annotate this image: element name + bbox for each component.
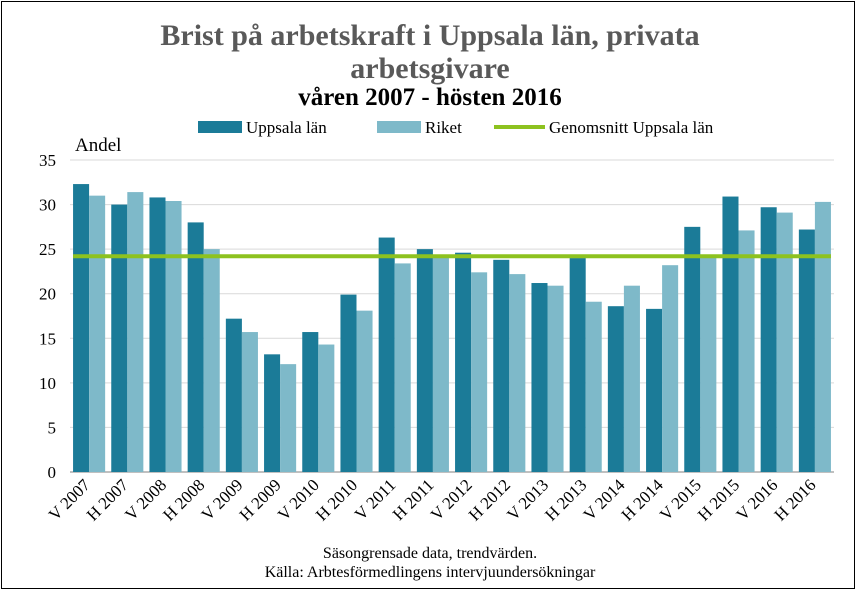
- legend-swatch-riket: [377, 121, 421, 133]
- bar-uppsala: [111, 204, 128, 473]
- legend-swatch-uppsala: [198, 121, 242, 133]
- bar-riket: [509, 274, 526, 472]
- x-tick-label: H 2009: [236, 475, 285, 524]
- x-tick-label: V 2012: [427, 475, 476, 524]
- bar-riket: [394, 263, 411, 472]
- x-tick-label: H 2013: [541, 475, 590, 524]
- bar-riket: [127, 192, 144, 472]
- bar-uppsala: [607, 306, 624, 472]
- x-tick-label: V 2009: [198, 475, 247, 524]
- x-tick-label: H 2011: [389, 475, 438, 524]
- x-tick-label: V 2011: [351, 475, 400, 524]
- y-axis-label: Andel: [75, 135, 121, 156]
- x-tick-label: V 2013: [503, 475, 552, 524]
- y-tick-labels: 0 5 10 15 20 25 30 35: [39, 151, 56, 482]
- x-tick-label: H 2016: [770, 475, 819, 524]
- bar-uppsala: [798, 229, 815, 472]
- bar-uppsala: [760, 207, 777, 472]
- bar-riket: [585, 301, 602, 472]
- bar-riket: [623, 285, 640, 472]
- bar-riket: [814, 201, 831, 472]
- bar-uppsala: [73, 184, 90, 472]
- bar-riket: [776, 212, 793, 472]
- y-tick-label: 0: [48, 463, 57, 482]
- x-tick-label: V 2010: [274, 475, 323, 524]
- bar-uppsala: [264, 354, 281, 472]
- bar-uppsala: [378, 237, 395, 472]
- bars: [73, 184, 831, 473]
- y-tick-label: 10: [39, 374, 56, 393]
- x-tick-label: H 2007: [83, 475, 133, 525]
- x-tick-label: V 2015: [656, 475, 705, 524]
- x-tick-label: H 2014: [618, 475, 668, 525]
- bar-uppsala: [569, 258, 586, 472]
- bar-riket: [662, 265, 679, 472]
- x-tick-label: H 2008: [159, 475, 208, 524]
- bar-uppsala: [722, 196, 739, 472]
- bar-uppsala: [302, 332, 319, 472]
- y-tick-label: 25: [39, 240, 56, 259]
- bar-riket: [241, 332, 258, 472]
- bar-riket: [89, 195, 106, 472]
- bar-riket: [165, 201, 182, 472]
- chart-subtitle: våren 2007 - hösten 2016: [298, 84, 561, 111]
- bar-riket: [547, 285, 564, 472]
- bar-riket: [203, 249, 220, 472]
- x-tick-label: V 2014: [580, 475, 629, 524]
- chart-title-line1: Brist på arbetskraft i Uppsala län, priv…: [160, 19, 699, 52]
- y-tick-label: 20: [39, 285, 56, 304]
- bar-uppsala: [187, 222, 204, 472]
- y-tick-label: 30: [39, 196, 56, 215]
- bar-riket: [318, 344, 335, 472]
- gridlines: [70, 159, 834, 473]
- footnote-line2: Källa: Arbtesförmedlingens intervjuunder…: [265, 564, 596, 581]
- x-tick-label: H 2012: [465, 475, 514, 524]
- footnote-line1: Säsongrensade data, trendvärden.: [323, 545, 537, 562]
- bar-riket: [738, 230, 755, 472]
- y-tick-label: 35: [39, 151, 56, 170]
- bar-riket: [471, 272, 488, 472]
- legend-label-riket: Riket: [425, 118, 462, 137]
- bar-uppsala: [531, 283, 548, 472]
- bar-uppsala: [493, 259, 510, 472]
- x-tick-label: V 2008: [121, 475, 170, 524]
- bar-uppsala: [684, 226, 701, 472]
- bar-uppsala: [416, 249, 433, 472]
- bar-uppsala: [225, 318, 242, 472]
- x-tick-label: H 2010: [312, 475, 361, 524]
- legend-label-uppsala: Uppsala län: [246, 118, 327, 137]
- x-tick-label: V 2016: [732, 475, 781, 524]
- x-tick-label: V 2007: [45, 475, 94, 524]
- x-tick-label: H 2015: [694, 475, 743, 524]
- y-tick-label: 5: [48, 418, 57, 437]
- bar-riket: [280, 364, 297, 472]
- bar-riket: [356, 310, 373, 472]
- bar-riket: [432, 256, 449, 472]
- bar-uppsala: [340, 294, 357, 472]
- y-tick-label: 15: [39, 329, 56, 348]
- chart-title-line2: arbetsgivare: [350, 52, 509, 85]
- legend-label-average: Genomsnitt Uppsala län: [549, 118, 714, 137]
- bar-uppsala: [646, 308, 663, 472]
- bar-uppsala: [149, 197, 166, 472]
- legend: Uppsala län Riket Genomsnitt Uppsala län: [198, 118, 714, 137]
- bar-riket: [700, 254, 717, 472]
- bar-uppsala: [455, 252, 472, 472]
